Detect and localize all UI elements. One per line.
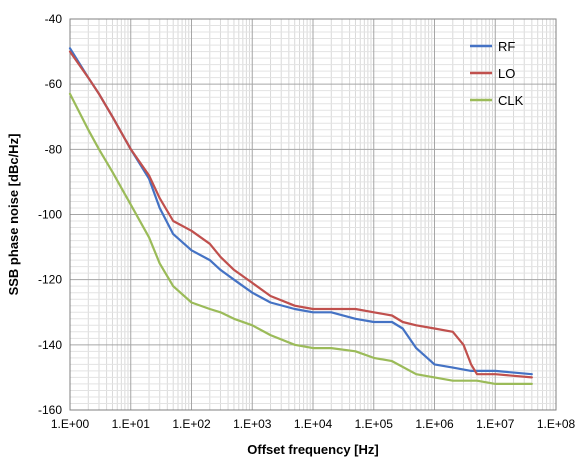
x-tick-label: 1.E+07 [476, 417, 515, 431]
legend-label-lo: LO [498, 66, 515, 81]
x-tick-label: 1.E+01 [112, 417, 151, 431]
y-tick-label: -60 [45, 77, 63, 91]
x-tick-label: 1.E+06 [415, 417, 454, 431]
series-line-lo [68, 50, 533, 379]
series-line-clk [68, 92, 533, 385]
x-tick-label: 1.E+02 [172, 417, 211, 431]
x-tick-label: 1.E+05 [355, 417, 394, 431]
y-tick-label: -100 [38, 208, 62, 222]
legend: RF LO CLK [470, 39, 524, 108]
x-tick-label: 1.E+04 [294, 417, 333, 431]
plot-area-border [69, 18, 557, 411]
x-tick-labels: 1.E+00 1.E+01 1.E+02 1.E+03 1.E+04 1.E+05 1.E+… [51, 417, 576, 431]
x-tick-label: 1.E+03 [233, 417, 272, 431]
legend-label-clk: CLK [498, 93, 524, 108]
y-tick-label: -140 [38, 338, 62, 352]
y-tick-label: -40 [45, 12, 63, 26]
legend-label-rf: RF [498, 39, 515, 54]
x-tick-label: 1.E+08 [537, 417, 576, 431]
y-tick-labels: -40 -60 -80 -100 -120 -140 -160 [38, 12, 62, 417]
y-tick-label: -160 [38, 403, 62, 417]
y-tick-label: -120 [38, 273, 62, 287]
x-tick-label: 1.E+00 [51, 417, 90, 431]
series-lines [68, 47, 533, 385]
x-axis-title: Offset frequency [Hz] [247, 442, 378, 457]
y-tick-label: -80 [45, 142, 63, 156]
y-axis-title: SSB phase noise [dBc/Hz] [6, 134, 21, 296]
